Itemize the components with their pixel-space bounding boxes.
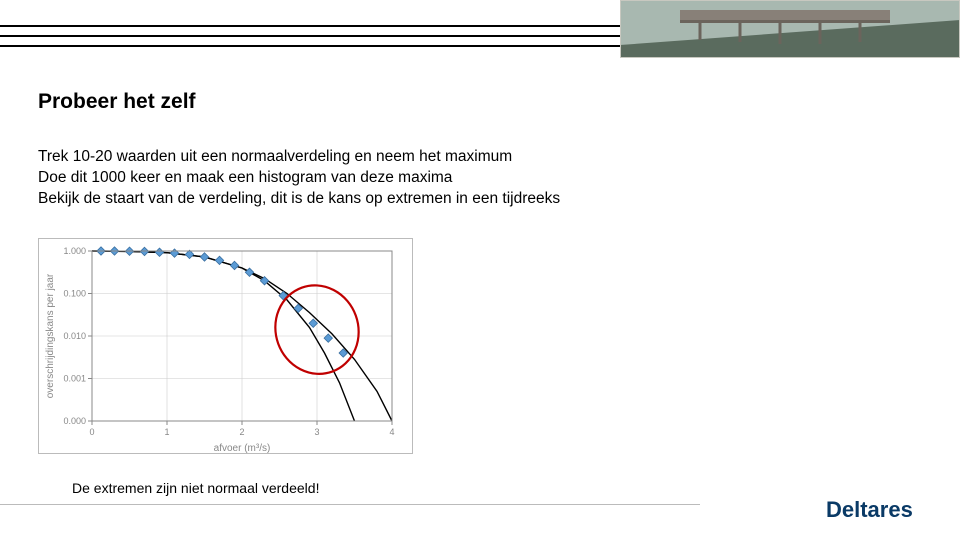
footer-divider bbox=[0, 504, 700, 505]
body-line-2: Doe dit 1000 keer en maak een histogram … bbox=[38, 168, 560, 189]
svg-text:4: 4 bbox=[389, 427, 394, 437]
svg-text:3: 3 bbox=[314, 427, 319, 437]
exceedance-chart: 0 1 2 3 4 0.000 0.001 0.010 0.100 1.000 afvoer (m³… bbox=[38, 238, 413, 454]
banner-photo bbox=[620, 0, 960, 58]
svg-text:0.001: 0.001 bbox=[63, 374, 86, 384]
svg-text:Deltares: Deltares bbox=[826, 497, 913, 522]
svg-text:overschrijdingskans per jaar: overschrijdingskans per jaar bbox=[45, 273, 56, 398]
slide-body: Trek 10-20 waarden uit een normaalverdel… bbox=[38, 147, 560, 210]
svg-text:0.010: 0.010 bbox=[63, 331, 86, 341]
svg-text:2: 2 bbox=[239, 427, 244, 437]
header-banner bbox=[0, 0, 960, 58]
slide-title: Probeer het zelf bbox=[38, 90, 196, 114]
svg-text:1.000: 1.000 bbox=[63, 246, 86, 256]
deltares-logo: Deltares bbox=[826, 495, 946, 530]
svg-text:0.000: 0.000 bbox=[63, 416, 86, 426]
svg-text:0: 0 bbox=[89, 427, 94, 437]
body-line-1: Trek 10-20 waarden uit een normaalverdel… bbox=[38, 147, 560, 168]
svg-text:afvoer (m³/s): afvoer (m³/s) bbox=[214, 443, 271, 454]
body-line-3: Bekijk de staart van de verdeling, dit i… bbox=[38, 189, 560, 210]
svg-text:1: 1 bbox=[164, 427, 169, 437]
chart-caption: De extremen zijn niet normaal verdeeld! bbox=[72, 480, 319, 496]
svg-text:0.100: 0.100 bbox=[63, 289, 86, 299]
